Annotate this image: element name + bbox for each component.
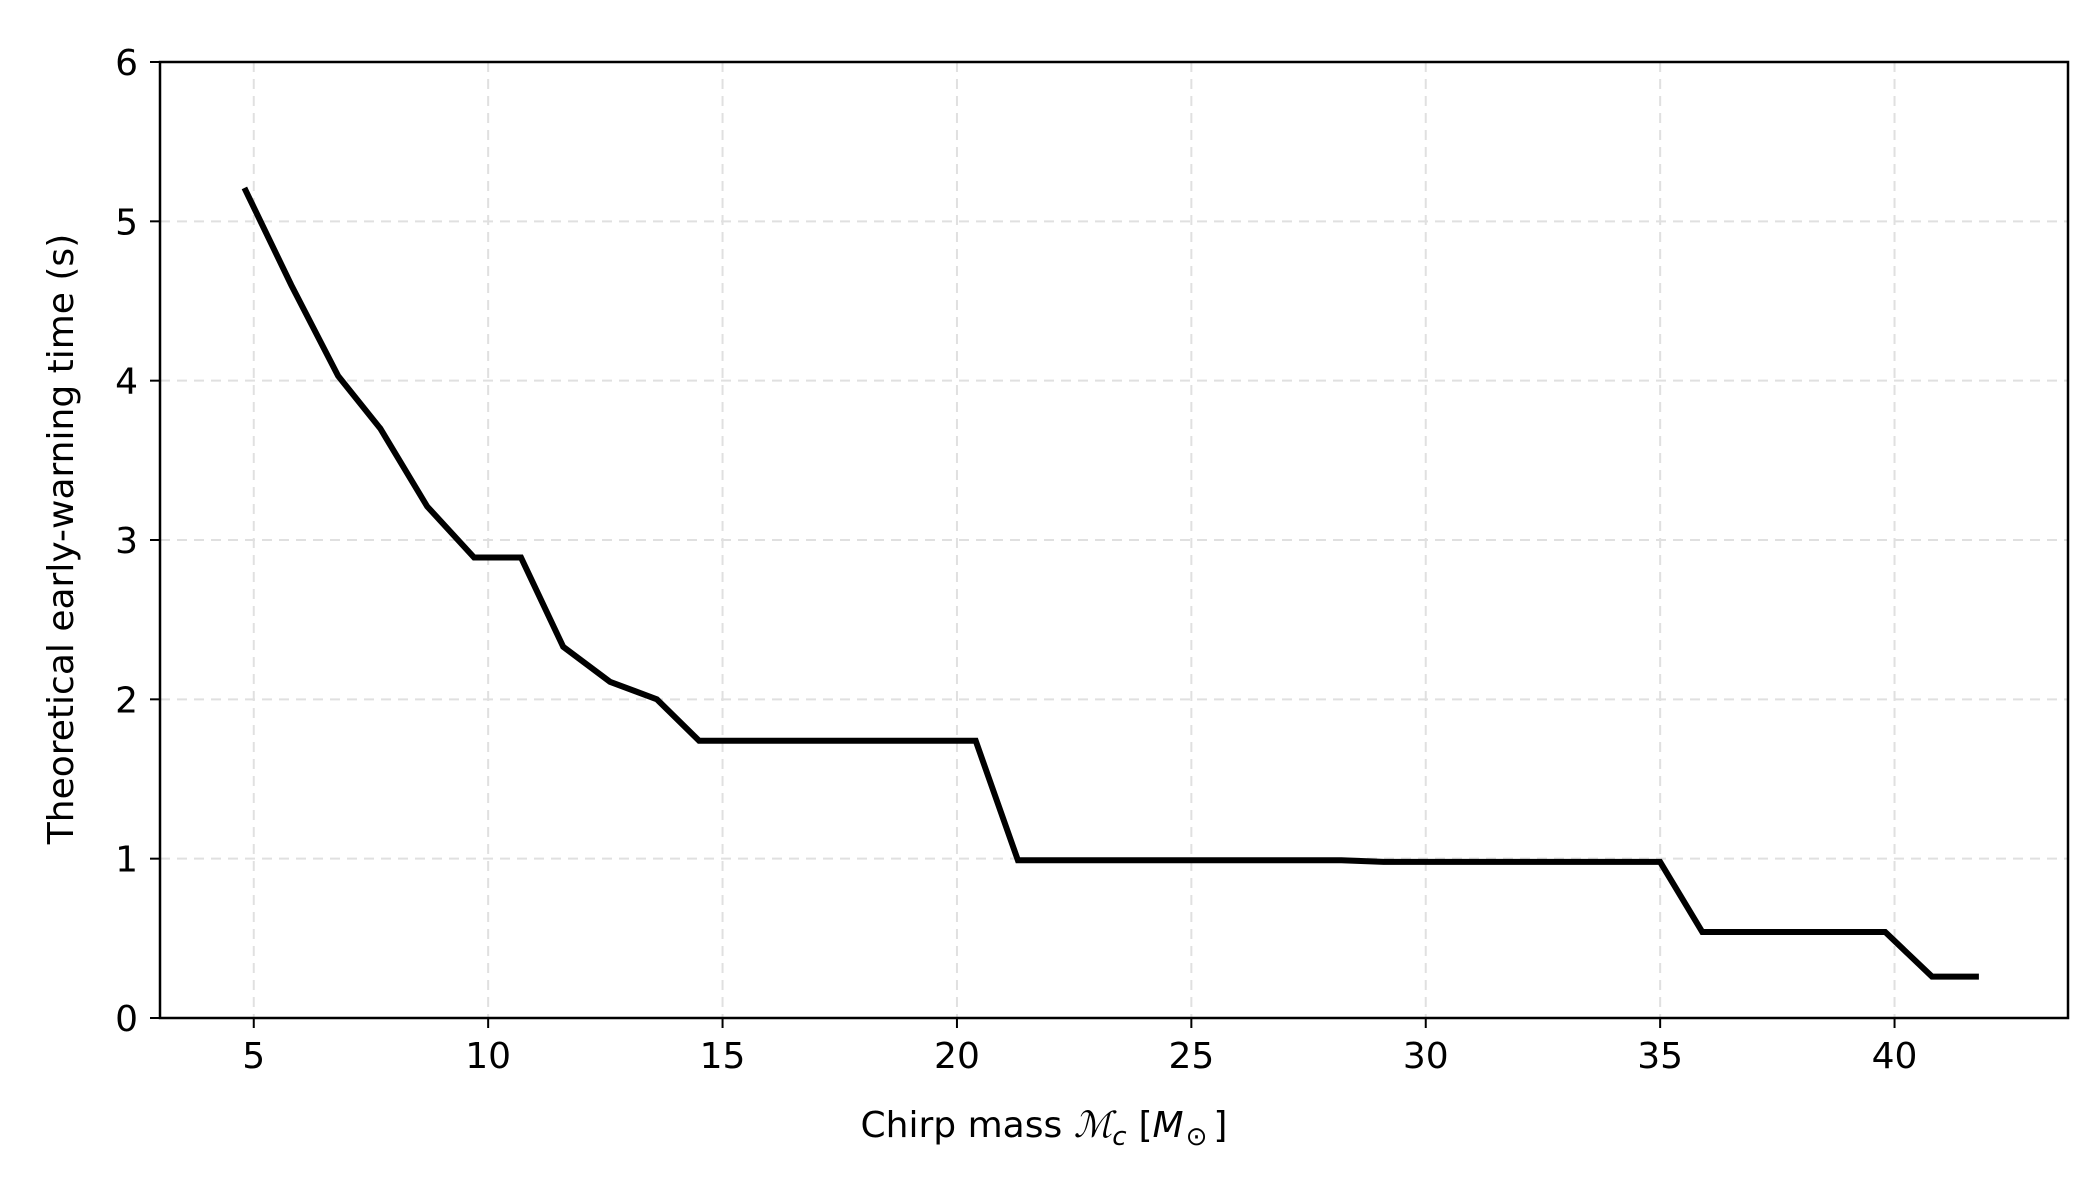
y-tick-label: 0	[115, 999, 138, 1040]
x-tick-label: 5	[242, 1036, 265, 1077]
x-tick-label: 35	[1637, 1036, 1683, 1077]
series-layer	[241, 186, 1979, 980]
y-tick-label: 3	[115, 521, 138, 562]
x-axis-label-symbol: ℳ	[1074, 1105, 1117, 1146]
y-axis-ticks: 0 1 2 3 4 5 6	[115, 43, 160, 1040]
y-tick-label: 4	[115, 362, 138, 403]
x-axis-label-unit: M	[1153, 1105, 1184, 1146]
grid	[160, 62, 2068, 1018]
x-axis-label-unit-sub: ⊙	[1186, 1122, 1208, 1152]
x-axis-label-bracket-open: [	[1138, 1105, 1152, 1146]
x-tick-label: 40	[1872, 1036, 1918, 1077]
x-axis-label: Chirp mass ℳc [M⊙]	[861, 1105, 1228, 1152]
y-tick-label: 6	[115, 43, 138, 84]
y-tick-label: 1	[115, 840, 138, 881]
x-tick-label: 25	[1168, 1036, 1214, 1077]
y-tick-label: 5	[115, 202, 138, 243]
x-tick-label: 15	[700, 1036, 746, 1077]
x-axis-label-prefix: Chirp mass	[861, 1105, 1074, 1146]
x-tick-label: 30	[1403, 1036, 1449, 1077]
y-tick-label: 2	[115, 680, 138, 721]
x-tick-label: 10	[465, 1036, 511, 1077]
x-axis-label-bracket-close: ]	[1213, 1105, 1227, 1146]
x-tick-label: 20	[934, 1036, 980, 1077]
x-axis-ticks: 5 10 15 20 25 30 35 40	[242, 1018, 1917, 1077]
x-axis-label-symbol-sub: c	[1112, 1122, 1126, 1152]
series-line	[241, 186, 1979, 980]
y-axis-label: Theoretical early-warning time (s)	[41, 234, 82, 845]
